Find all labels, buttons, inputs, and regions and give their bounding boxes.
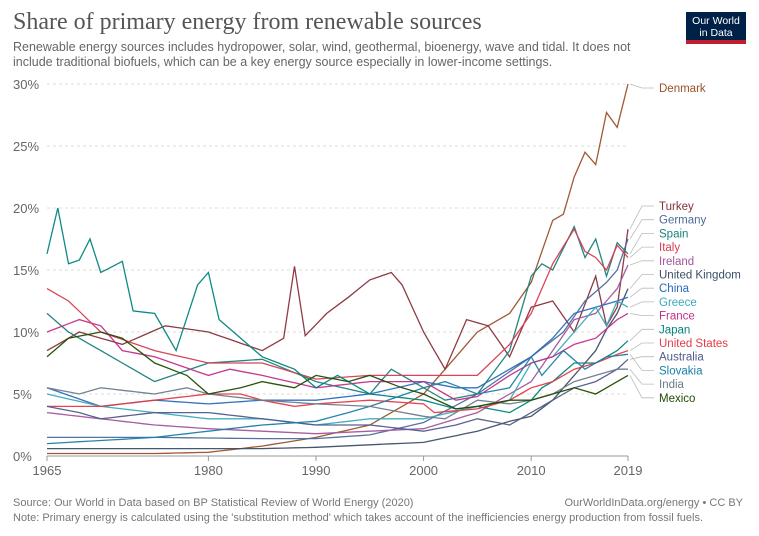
series-line-italy — [46, 227, 629, 380]
y-tick-label: 20% — [13, 201, 39, 216]
x-tick-label: 1990 — [302, 463, 331, 478]
label-connector — [629, 246, 654, 258]
label-connector — [629, 301, 654, 308]
y-tick-label: 0% — [13, 449, 32, 464]
label-connector — [629, 328, 654, 341]
series-label-united-kingdom: United Kingdom — [659, 270, 741, 282]
series-label-italy: Italy — [659, 242, 680, 254]
source-note: Source: Our World in Data based on BP St… — [13, 497, 414, 509]
series-label-spain: Spain — [659, 228, 688, 240]
chart-subtitle: Renewable energy sources includes hydrop… — [13, 40, 631, 69]
label-connector — [629, 342, 654, 351]
x-tick-label: 1980 — [194, 463, 223, 478]
label-connector — [629, 287, 654, 298]
series-label-mexico: Mexico — [659, 393, 695, 405]
label-connector — [629, 233, 654, 255]
series-line-australia — [46, 358, 629, 432]
series-line-united-states — [47, 349, 629, 414]
series-label-united-states: United States — [659, 338, 728, 350]
logo-line-2: in Data — [699, 27, 733, 39]
y-tick-label: 30% — [13, 77, 39, 92]
series-label-australia: Australia — [659, 352, 704, 364]
series-label-china: China — [659, 283, 690, 295]
label-connector — [629, 375, 654, 399]
series-label-france: France — [659, 311, 695, 323]
series-line-spain — [46, 224, 629, 401]
y-tick-label: 15% — [13, 263, 39, 278]
series-label-greece: Greece — [659, 297, 697, 309]
series-label-denmark: Denmark — [659, 83, 706, 95]
owid-logo[interactable]: Our World in Data — [686, 12, 746, 44]
logo-line-1: Our World — [692, 15, 740, 27]
y-tick-label: 5% — [13, 387, 32, 402]
x-tick-label: 1965 — [33, 463, 62, 478]
series-line-united-kingdom — [47, 288, 629, 450]
label-connector — [629, 83, 654, 89]
series-line-mexico — [46, 331, 629, 410]
y-tick-label: 25% — [13, 139, 39, 154]
label-connector — [629, 260, 654, 266]
label-connector — [629, 205, 654, 230]
series-label-india: India — [659, 379, 685, 391]
label-connector — [629, 313, 654, 316]
label-connector — [629, 354, 654, 371]
chart-title: Share of primary energy from renewable s… — [13, 9, 482, 35]
x-tick-label: 2000 — [409, 463, 438, 478]
x-tick-label: 2019 — [614, 463, 643, 478]
series-label-japan: Japan — [659, 324, 690, 336]
series-line-japan — [46, 207, 629, 414]
y-tick-label: 10% — [13, 325, 39, 340]
label-connector — [629, 274, 654, 289]
series-label-ireland: Ireland — [659, 256, 694, 268]
label-connector — [629, 356, 654, 360]
series-line-turkey — [46, 229, 629, 371]
source-url[interactable]: OurWorldInData.org/energy • CC BY — [564, 497, 744, 509]
series-label-germany: Germany — [659, 215, 707, 227]
series-label-turkey: Turkey — [659, 201, 694, 213]
series-line-ireland — [46, 264, 629, 435]
footnote: Note: Primary energy is calculated using… — [13, 512, 704, 524]
x-tick-label: 2010 — [517, 463, 546, 478]
series-line-slovakia — [46, 349, 629, 445]
label-connector — [629, 219, 654, 240]
label-connector — [629, 368, 654, 385]
series-line-china — [46, 296, 629, 408]
series-label-slovakia: Slovakia — [659, 365, 703, 377]
